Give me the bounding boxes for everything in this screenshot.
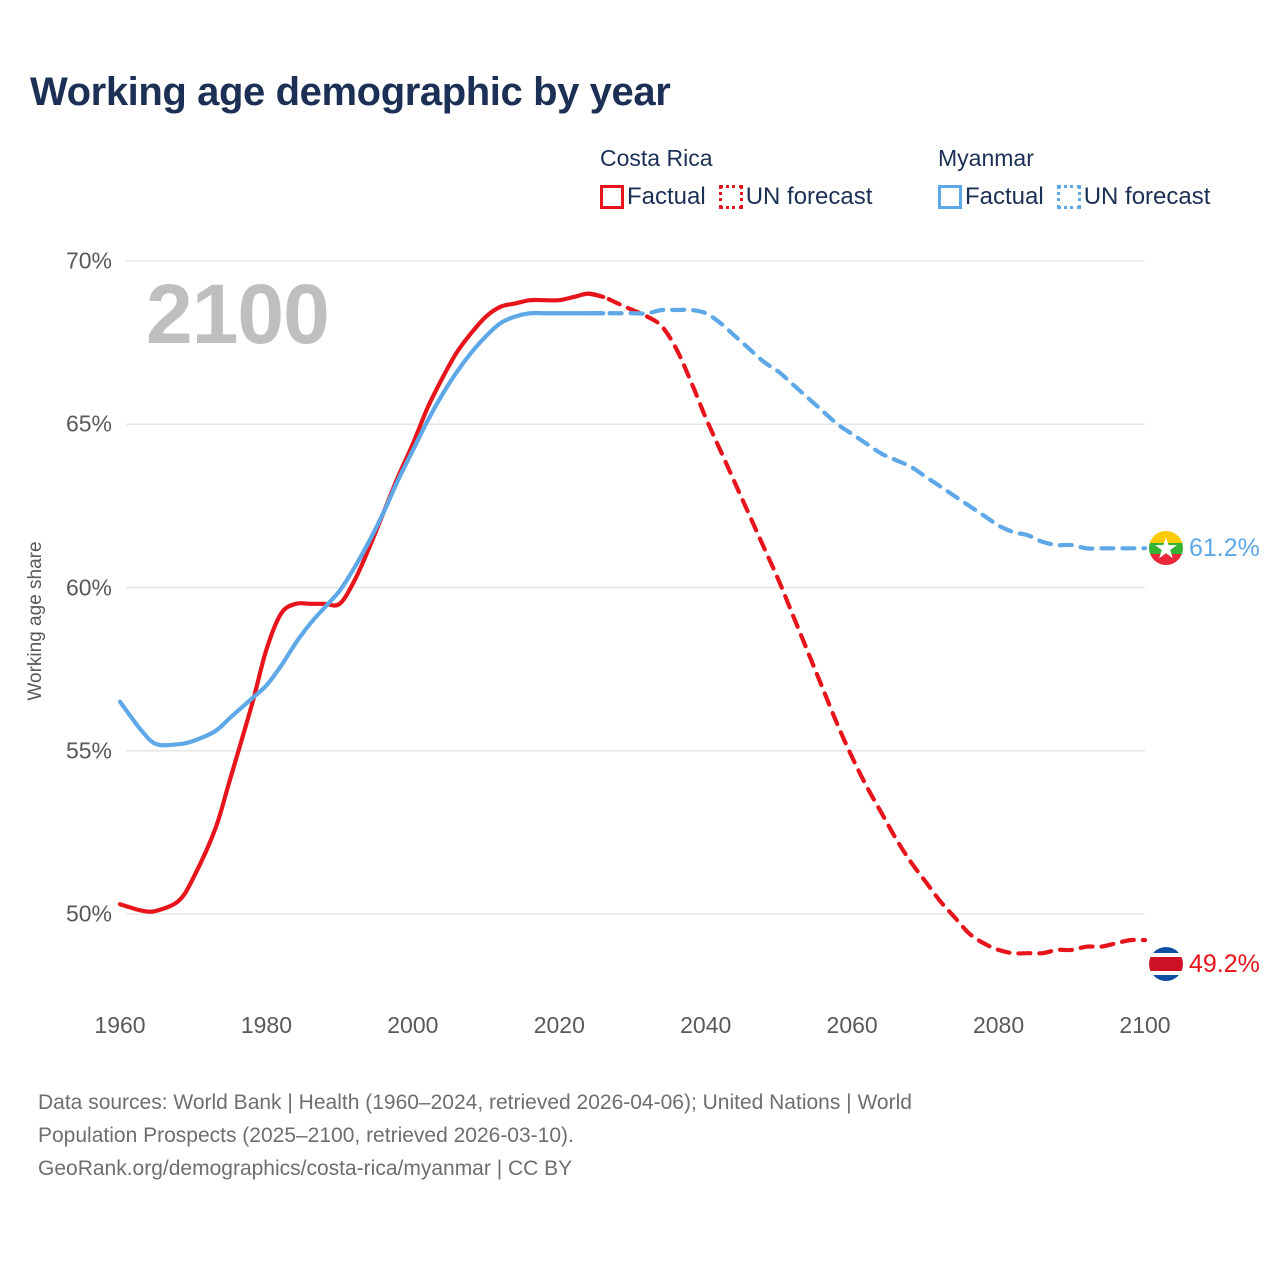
footer-attribution: Data sources: World Bank | Health (1960–…: [38, 1086, 1248, 1185]
legend-item-costa-rica-factual[interactable]: Factual: [600, 183, 706, 211]
legend-country-label: Costa Rica: [600, 145, 713, 171]
x-axis-tick-label: 1960: [94, 1012, 146, 1038]
x-axis-tick-label: 1980: [240, 1012, 293, 1038]
series-line-costa-rica-factual: [117, 291, 606, 914]
x-axis-tick-label: 2080: [972, 1012, 1025, 1038]
legend-item-costa-rica-forecast[interactable]: UN forecast: [718, 183, 873, 211]
end-label-value: 61.2%: [1189, 533, 1260, 562]
series-line-myanmar-factual: [117, 310, 606, 748]
legend-swatch-dotted-icon: [718, 185, 743, 209]
legend-swatch-dotted-icon: [1056, 185, 1081, 209]
y-axis-tick-label: 60%: [65, 574, 112, 600]
legend-country-label: Myanmar: [938, 145, 1034, 171]
series-line-costa-rica-forecast: [586, 291, 1148, 956]
chart-legend: Costa Rica Factual UN forecast Myanmar F…: [600, 144, 1260, 224]
page-title: Working age demographic by year: [30, 70, 671, 114]
legend-item-myanmar-factual[interactable]: Factual: [938, 183, 1044, 211]
footer-line-2: Population Prospects (2025–2100, retriev…: [38, 1124, 574, 1147]
x-axis-tick-label: 2000: [387, 1012, 439, 1038]
legend-group-myanmar: Myanmar Factual UN forecast: [938, 144, 1210, 211]
costa-rica-flag-icon: [1149, 947, 1183, 982]
x-axis-tick-label: 2100: [1119, 1012, 1171, 1038]
x-axis-tick-label: 2020: [533, 1012, 585, 1038]
legend-swatch-solid-icon: [600, 185, 624, 209]
end-label-costa-rica: 49.2%: [1149, 947, 1260, 982]
legend-group-costa-rica: Costa Rica Factual UN forecast: [600, 144, 872, 211]
y-axis-title: Working age share: [25, 541, 46, 701]
x-axis-tick-label: 2060: [826, 1012, 878, 1038]
end-label-myanmar: 61.2%: [1149, 531, 1260, 566]
y-axis-tick-label: 55%: [65, 737, 112, 764]
y-axis-tick-label: 65%: [65, 410, 112, 437]
legend-swatch-solid-icon: [938, 185, 962, 209]
y-axis-tick-label: 70%: [65, 247, 112, 274]
legend-item-label: UN forecast: [1083, 183, 1211, 210]
footer-line-1: Data sources: World Bank | Health (1960–…: [38, 1091, 912, 1114]
x-axis-tick-label: 2040: [680, 1012, 732, 1038]
y-axis-tick-label: 50%: [65, 900, 112, 927]
legend-item-myanmar-forecast[interactable]: UN forecast: [1056, 183, 1211, 211]
legend-item-label: Factual: [965, 183, 1044, 210]
end-label-value: 49.2%: [1189, 949, 1260, 978]
series-line-myanmar-forecast: [586, 307, 1148, 551]
myanmar-flag-icon: [1149, 531, 1183, 566]
legend-item-label: UN forecast: [745, 183, 873, 210]
footer-line-3: GeoRank.org/demographics/costa-rica/myan…: [38, 1157, 573, 1180]
year-watermark: 2100: [146, 267, 330, 361]
legend-item-label: Factual: [627, 183, 706, 210]
